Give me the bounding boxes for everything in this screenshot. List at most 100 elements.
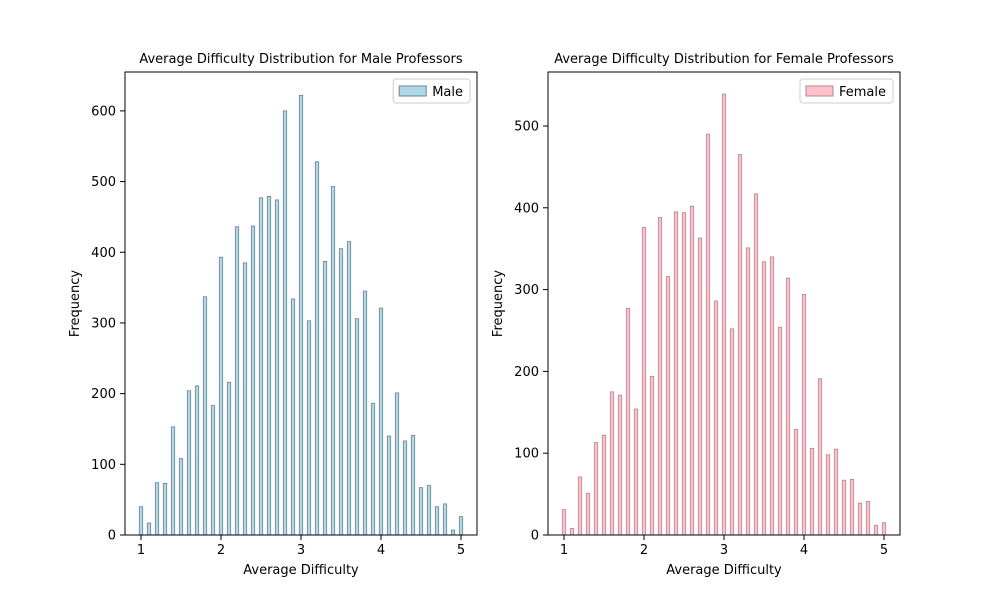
male-bar-4.6 <box>426 485 432 536</box>
female-chart-legend: Female <box>799 78 894 104</box>
female-bar-1.0 <box>561 509 567 536</box>
female-bar-2.6 <box>689 205 695 536</box>
male-chart-title: Average Difficulty Distribution for Male… <box>139 52 463 67</box>
male-bar-3.0 <box>298 94 304 536</box>
female-y-tick-label: 300 <box>514 283 539 298</box>
female-bar-1.6 <box>609 391 615 536</box>
male-legend-label: Male <box>432 85 463 100</box>
male-bar-2.1 <box>226 381 232 536</box>
female-bar-5.0 <box>881 522 887 536</box>
female-x-tick-label: 1 <box>560 543 568 558</box>
male-bar-2.4 <box>250 225 256 536</box>
male-bar-3.9 <box>370 403 376 536</box>
male-chart-legend: Male <box>392 78 471 104</box>
male-bar-1.7 <box>194 385 200 536</box>
female-chart-y-axis-label: Frequency <box>491 270 506 337</box>
female-x-tick-label: 4 <box>800 543 808 558</box>
male-bar-4.2 <box>394 392 400 536</box>
male-bar-1.3 <box>162 482 168 536</box>
female-bar-4.1 <box>809 447 815 536</box>
female-bar-3.8 <box>785 277 791 536</box>
female-bar-2.8 <box>705 133 711 536</box>
male-x-tick-label: 3 <box>297 543 305 558</box>
male-bar-2.8 <box>282 110 288 536</box>
female-legend-label: Female <box>839 85 886 100</box>
male-bar-3.8 <box>362 290 368 536</box>
male-bar-2.5 <box>258 197 264 536</box>
male-x-tick-label: 5 <box>457 543 465 558</box>
female-bar-2.2 <box>657 217 663 536</box>
male-legend-swatch <box>398 85 427 97</box>
male-bar-4.9 <box>450 529 456 536</box>
female-bar-3.6 <box>769 256 775 536</box>
female-bar-3.5 <box>761 261 767 536</box>
male-bar-2.6 <box>266 196 272 536</box>
female-bar-4.5 <box>841 479 847 536</box>
female-bar-4.4 <box>833 448 839 536</box>
female-chart-axes-frame <box>547 71 901 536</box>
female-chart-title: Average Difficulty Distribution for Fema… <box>554 52 894 67</box>
male-bar-5.0 <box>458 516 464 536</box>
female-bar-2.7 <box>697 237 703 536</box>
male-bar-3.1 <box>306 320 312 536</box>
male-y-tick-label: 0 <box>108 529 116 544</box>
male-bar-4.8 <box>442 503 448 536</box>
female-chart-panel: Average Difficulty Distribution for Fema… <box>491 52 901 578</box>
female-y-tick-label: 500 <box>514 119 539 134</box>
female-bar-4.6 <box>849 478 855 536</box>
female-bar-4.3 <box>825 454 831 536</box>
male-bar-4.7 <box>434 506 440 536</box>
male-bar-2.2 <box>234 226 240 536</box>
female-bar-4.2 <box>817 378 823 536</box>
male-chart-axes-frame <box>124 71 478 536</box>
female-bar-2.4 <box>673 211 679 536</box>
male-legend-box <box>392 78 471 104</box>
female-bar-4.8 <box>865 501 871 536</box>
female-bar-2.9 <box>713 300 719 536</box>
male-bar-1.9 <box>210 405 216 536</box>
female-bar-2.1 <box>649 375 655 536</box>
female-x-tick-label: 2 <box>640 543 648 558</box>
male-chart-x-ticks: 1 2 3 4 5 <box>137 535 465 558</box>
male-bar-1.6 <box>186 390 192 536</box>
male-bar-1.2 <box>154 482 160 536</box>
female-bar-2.5 <box>681 212 687 536</box>
female-bar-1.7 <box>617 394 623 536</box>
male-bar-4.4 <box>410 434 416 536</box>
female-bar-4.0 <box>801 294 807 536</box>
male-bar-3.2 <box>314 161 320 536</box>
female-x-tick-label: 3 <box>720 543 728 558</box>
female-bar-3.1 <box>729 328 735 536</box>
female-bar-4.7 <box>857 502 863 536</box>
female-bar-3.2 <box>737 154 743 536</box>
male-bar-2.7 <box>274 199 280 536</box>
female-y-tick-label: 0 <box>531 529 539 544</box>
female-y-tick-label: 100 <box>514 447 539 462</box>
male-chart-panel: Average Difficulty Distribution for Male… <box>68 52 478 578</box>
male-y-tick-label: 500 <box>91 175 116 190</box>
female-chart-x-axis-label: Average Difficulty <box>666 563 782 578</box>
male-x-tick-label: 1 <box>137 543 145 558</box>
female-chart-x-ticks: 1 2 3 4 5 <box>560 535 888 558</box>
female-bar-4.9 <box>873 524 879 536</box>
male-bar-4.3 <box>402 440 408 536</box>
male-chart-x-axis-label: Average Difficulty <box>243 563 359 578</box>
female-bar-3.3 <box>745 247 751 536</box>
female-bar-1.2 <box>577 476 583 536</box>
male-bar-2.9 <box>290 298 296 536</box>
male-bar-3.4 <box>330 186 336 536</box>
female-bar-1.5 <box>601 434 607 536</box>
male-x-tick-label: 4 <box>377 543 385 558</box>
female-bar-1.8 <box>625 308 631 536</box>
male-y-tick-label: 200 <box>91 387 116 402</box>
male-bar-2.0 <box>218 256 224 536</box>
male-y-tick-label: 300 <box>91 316 116 331</box>
female-y-tick-label: 200 <box>514 365 539 380</box>
male-y-tick-label: 600 <box>91 104 116 119</box>
female-y-tick-label: 400 <box>514 201 539 216</box>
male-bar-1.5 <box>178 458 184 536</box>
female-bar-2.3 <box>665 276 671 536</box>
male-bar-3.7 <box>354 318 360 536</box>
male-x-tick-label: 2 <box>217 543 225 558</box>
